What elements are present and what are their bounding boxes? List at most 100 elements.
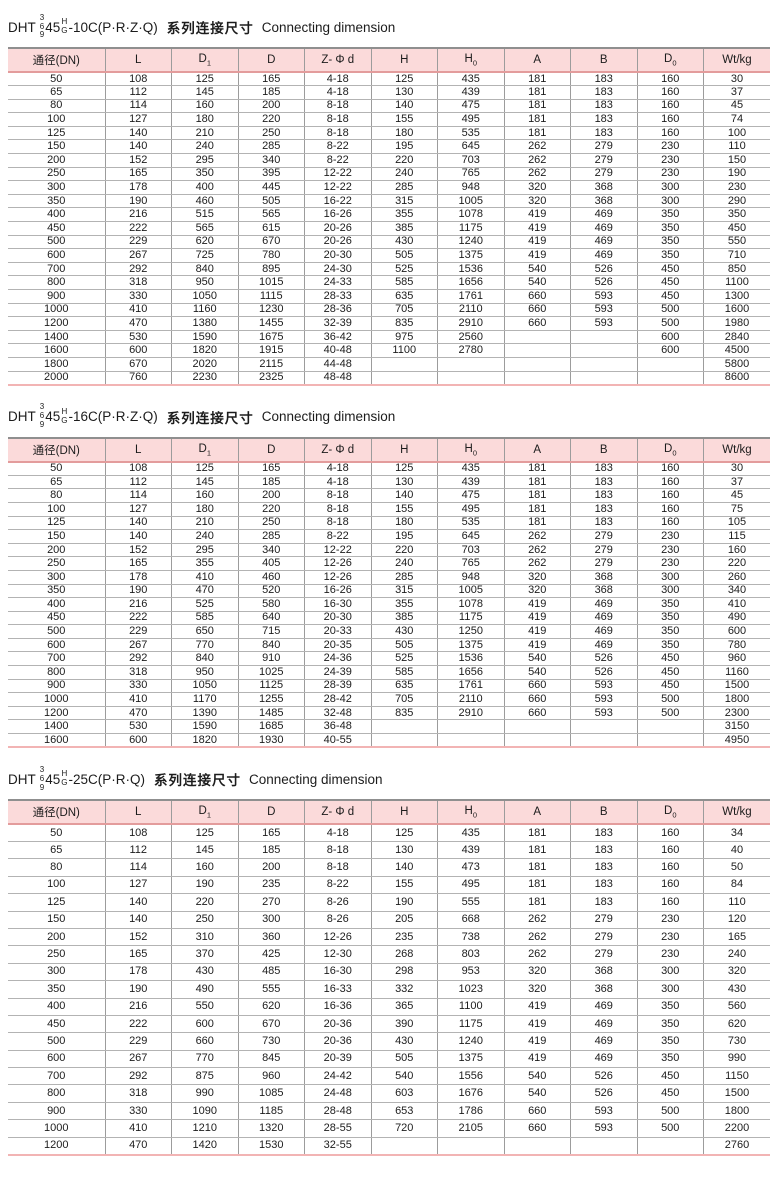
- table-cell: 1530: [238, 1137, 305, 1156]
- table-row: 500 229 650 715 20-33 430 1250 419 469 350 600: [8, 624, 770, 639]
- table-cell: 200: [8, 543, 106, 558]
- table-cell: 262: [504, 153, 571, 168]
- table-cell: 183: [570, 475, 638, 490]
- table-cell: 125: [8, 126, 106, 141]
- table-cell: 150: [703, 153, 770, 168]
- table-cell: 2325: [238, 371, 305, 386]
- table-cell: 250: [238, 126, 305, 141]
- table-cell: [570, 357, 638, 372]
- table-cell: 200: [238, 858, 305, 877]
- table-cell: 160: [637, 99, 704, 114]
- table-row: 450 222 600 670 20-36 390 1175 419 469 350 620: [8, 1015, 770, 1034]
- table-cell: 110: [703, 139, 770, 155]
- table-cell: 262: [504, 139, 571, 155]
- table-cell: 8-26: [304, 893, 372, 912]
- table-cell: 439: [437, 85, 505, 100]
- table-cell: 16-33: [304, 980, 372, 999]
- table-cell: 160: [637, 516, 704, 531]
- table-cell: 4500: [703, 343, 770, 358]
- table-cell: 560: [703, 998, 770, 1016]
- table-row: 700 292 840 895 24-30 525 1536 540 526 450 850: [8, 262, 770, 277]
- table-cell: 140: [371, 488, 438, 503]
- table-cell: 1786: [437, 1102, 505, 1121]
- table-cell: 1175: [437, 221, 505, 236]
- column-header: D0: [637, 799, 704, 826]
- table-cell: 165: [105, 167, 172, 182]
- table-cell: 2110: [437, 692, 505, 707]
- table-cell: 1100: [703, 275, 770, 290]
- table-cell: [570, 733, 638, 749]
- table-cell: 1200: [8, 706, 106, 721]
- table-cell: 469: [570, 248, 638, 263]
- table-cell: 4-18: [304, 461, 372, 476]
- table-cell: [371, 357, 438, 372]
- table-cell: 145: [171, 841, 239, 860]
- table-cell: 112: [105, 85, 172, 100]
- table-cell: 450: [637, 679, 704, 694]
- column-header: H: [371, 47, 438, 73]
- table-cell: 450: [637, 665, 704, 680]
- table-cell: 12-22: [304, 167, 372, 182]
- table-row: 200 152 295 340 12-22 220 703 262 279 230 160: [8, 543, 770, 558]
- table-cell: 108: [105, 461, 172, 476]
- table-cell: 150: [8, 139, 106, 155]
- table-cell: 32-39: [304, 316, 372, 331]
- table-cell: [371, 1137, 438, 1156]
- table-cell: 1090: [171, 1102, 239, 1121]
- table-row: 700 292 840 910 24-36 525 1536 540 526 450 960: [8, 651, 770, 667]
- table-cell: 490: [703, 611, 770, 626]
- table-cell: 105: [703, 516, 770, 531]
- table-cell: 670: [238, 235, 305, 250]
- table-cell: 180: [371, 126, 438, 141]
- table-cell: 430: [371, 235, 438, 250]
- table-cell: 220: [238, 502, 305, 517]
- table-cell: 12-26: [304, 570, 372, 585]
- table-cell: 1160: [703, 665, 770, 680]
- table-cell: 405: [238, 556, 305, 571]
- table-cell: 183: [570, 85, 638, 100]
- table-cell: 262: [504, 911, 571, 929]
- table-cell: 445: [238, 180, 305, 195]
- table-row: 1200 470 1380 1455 32-39 835 2910 660 593 500 1980: [8, 316, 770, 331]
- table-cell: 450: [703, 221, 770, 236]
- table-cell: 181: [504, 824, 571, 843]
- table-cell: 320: [504, 584, 571, 599]
- table-cell: 1590: [171, 719, 239, 735]
- table-cell: 540: [504, 651, 571, 667]
- table-row: 1000 410 1160 1230 28-36 705 2110 660 593 500 1600: [8, 303, 770, 318]
- table-cell: 670: [105, 357, 172, 372]
- table-cell: 700: [8, 1067, 106, 1086]
- table-cell: 8-18: [304, 516, 372, 531]
- table-cell: 469: [570, 611, 638, 626]
- table-cell: 1656: [437, 275, 505, 290]
- table-cell: 285: [371, 570, 438, 585]
- table-cell: [504, 371, 571, 386]
- table-cell: 705: [371, 303, 438, 318]
- table-cell: 505: [371, 248, 438, 263]
- table-cell: 16-26: [304, 584, 372, 599]
- table-cell: 185: [238, 841, 305, 860]
- table-cell: 1320: [238, 1119, 305, 1138]
- table-cell: 1160: [171, 303, 239, 318]
- column-header: A: [504, 799, 571, 826]
- table-cell: 195: [371, 529, 438, 544]
- series-title-en: Connecting dimension: [261, 19, 396, 35]
- table-cell: 948: [437, 180, 505, 195]
- table-cell: 2780: [437, 343, 505, 358]
- column-header: H: [371, 799, 438, 826]
- table-cell: 2020: [171, 357, 239, 372]
- table-cell: 419: [504, 248, 571, 263]
- table-cell: 20-26: [304, 235, 372, 250]
- table-cell: 20-36: [304, 1015, 372, 1034]
- table-cell: 140: [371, 99, 438, 114]
- table-cell: 20-33: [304, 624, 372, 639]
- table-cell: 450: [637, 262, 704, 277]
- column-header: 通径(DN): [8, 47, 106, 73]
- table-cell: 160: [637, 502, 704, 517]
- table-cell: 620: [238, 998, 305, 1016]
- table-cell: 20-36: [304, 1032, 372, 1051]
- table-cell: 285: [238, 529, 305, 544]
- header-row: 通径(DN) L D1 D Z- Φ d H H0 A B D0 Wt/kg: [8, 799, 770, 826]
- table-cell: 332: [371, 980, 438, 999]
- table-cell: 660: [504, 706, 571, 721]
